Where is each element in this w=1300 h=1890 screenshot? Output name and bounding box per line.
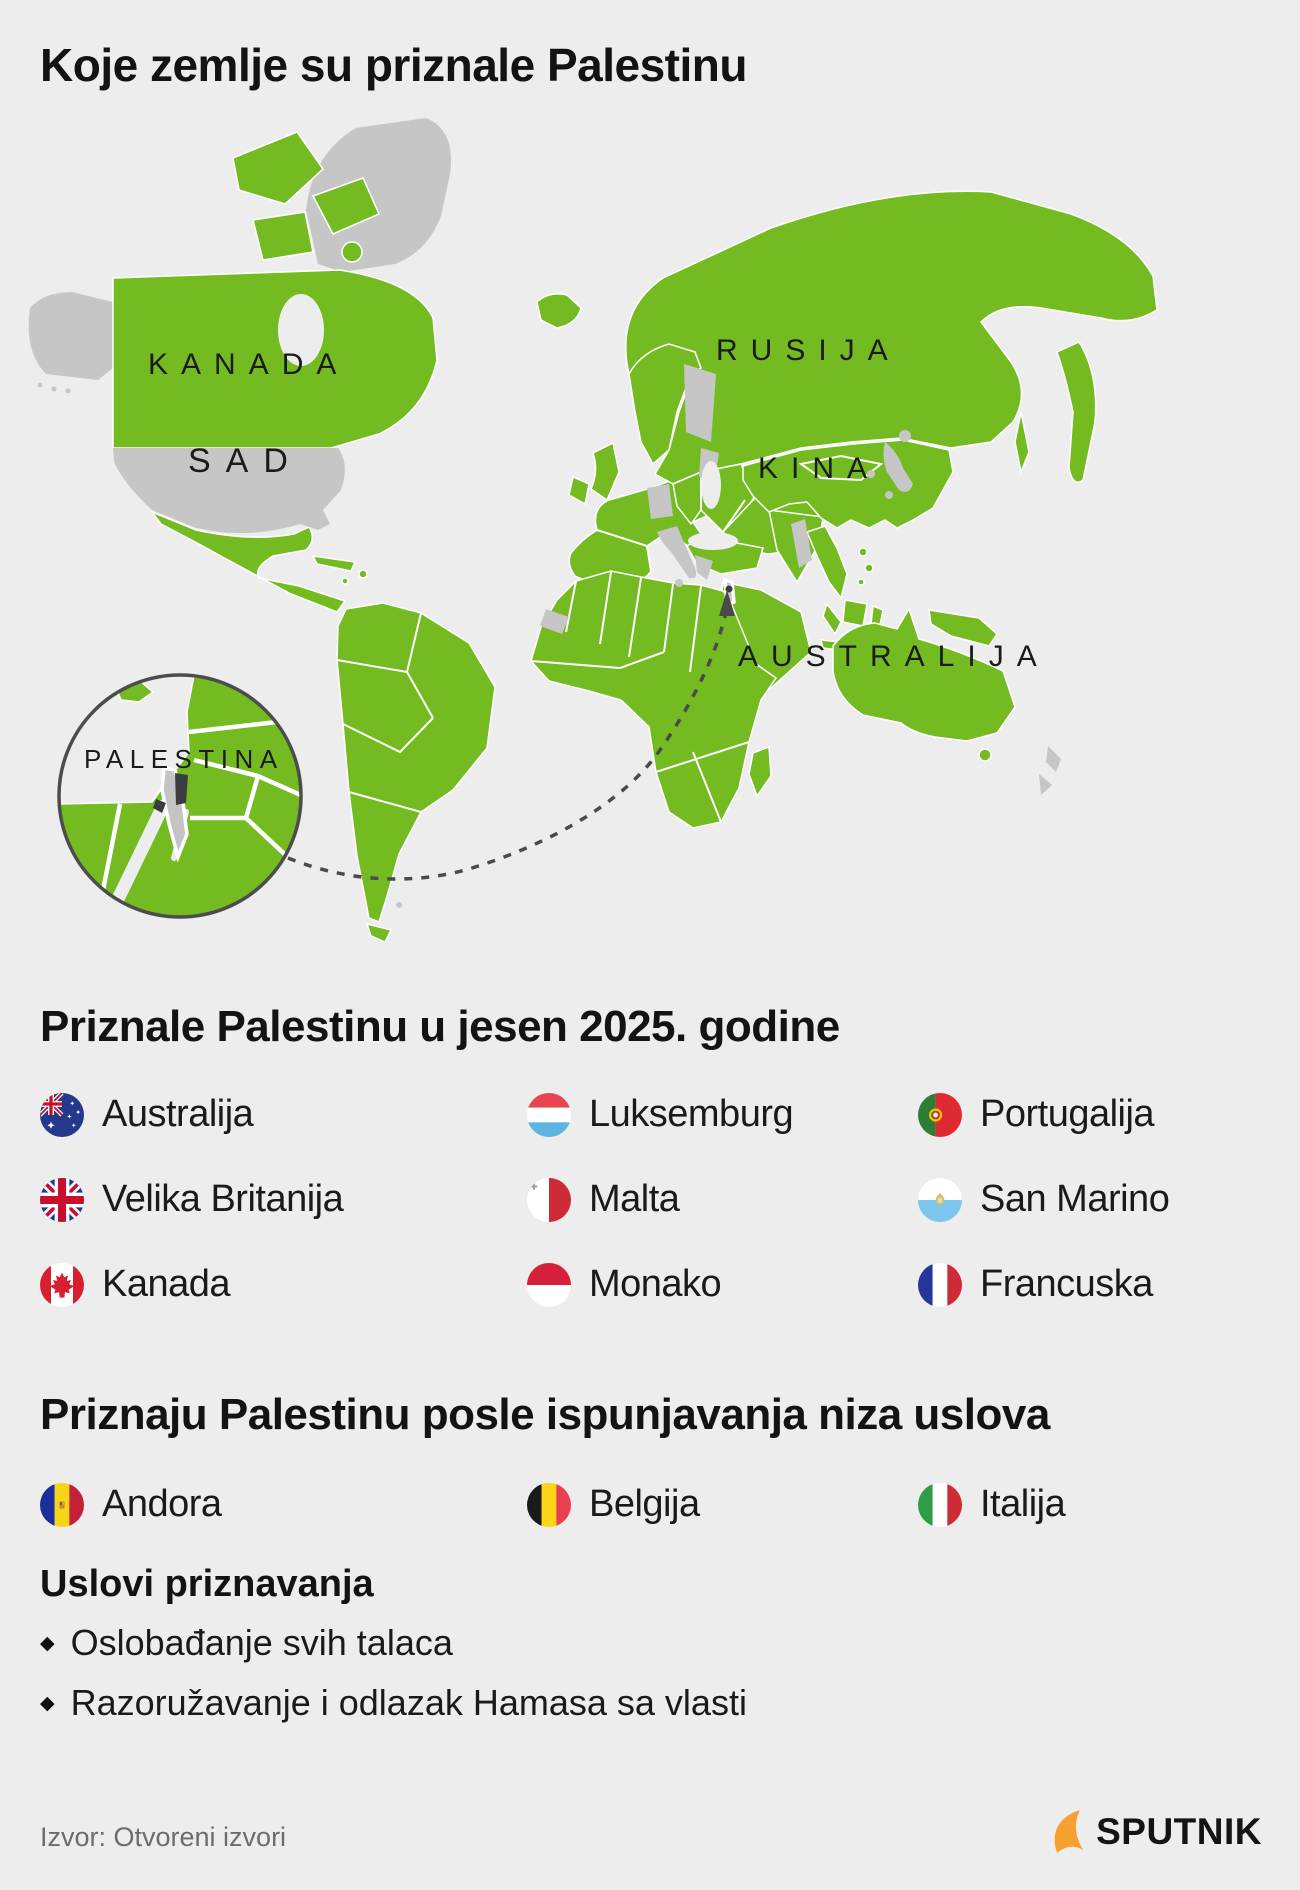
country-label: Malta [589, 1178, 680, 1220]
belgium-flag-icon [527, 1482, 571, 1527]
country-label: Luksemburg [589, 1093, 794, 1135]
country-item-luksemburg: Luksemburg [527, 1072, 918, 1157]
condition-text: Razoružavanje i odlazak Hamasa sa vlasti [70, 1682, 747, 1723]
country-item-portugalija: Portugalija [918, 1072, 1260, 1157]
conditions-heading: Uslovi priznavanja [40, 1563, 374, 1605]
map-label-australija: AUSTRALIJA [738, 640, 1050, 673]
palestine-marker [725, 585, 733, 593]
country-item-san-marino: San Marino [918, 1157, 1260, 1242]
country-label: Francuska [980, 1263, 1153, 1305]
source-text: Izvor: Otvoreni izvori [40, 1822, 287, 1852]
map-label-rusija: RUSIJA [716, 334, 901, 367]
map-label-palestina: PALESTINA [84, 744, 284, 774]
inset-circle-border [57, 673, 303, 919]
country-label: San Marino [980, 1178, 1170, 1220]
map-land-green [112, 131, 1158, 943]
recognized-countries-grid: Australija Luksemburg Portugalija Velika Br… [40, 1072, 1260, 1327]
country-label: Portugalija [980, 1093, 1155, 1135]
country-label: Velika Britanija [102, 1178, 344, 1220]
country-item-andora: Andora [40, 1462, 527, 1547]
sputnik-flame-icon [1054, 1810, 1084, 1853]
country-item-italija: Italija [918, 1462, 1260, 1547]
world-map-svg: PALESTINA KANADA SAD RUSIJA KINA AUSTRAL… [28, 118, 1158, 943]
conditions-list: ◆ Oslobađanje svih talaca ◆ Razoružavanje i… [40, 1622, 747, 1724]
country-item-monako: Monako [527, 1242, 918, 1327]
diamond-bullet-icon: ◆ [40, 1632, 55, 1654]
sputnik-logo: SPUTNIK [1048, 1808, 1262, 1856]
map-label-sad: SAD [188, 442, 303, 480]
country-label: Andora [102, 1483, 222, 1525]
condition-text: Oslobađanje svih talaca [70, 1622, 453, 1663]
diamond-bullet-icon: ◆ [40, 1692, 55, 1714]
condition-item: ◆ Razoružavanje i odlazak Hamasa sa vlast… [40, 1682, 747, 1724]
conditional-countries-grid: Andora Belgija Italija [40, 1462, 1260, 1547]
map-label-kina: KINA [758, 452, 880, 485]
map-gray-patches [113, 294, 1061, 908]
country-label: Italija [980, 1483, 1066, 1525]
uk-flag-icon [40, 1177, 84, 1222]
page-title: Koje zemlje su priznale Palestinu [40, 39, 747, 91]
portugal-flag-icon [918, 1092, 962, 1137]
luxembourg-flag-icon [527, 1092, 571, 1137]
country-item-kanada: Kanada [40, 1242, 527, 1327]
country-label: Belgija [589, 1483, 700, 1525]
country-label: Kanada [102, 1263, 231, 1305]
palestine-inset: PALESTINA [57, 673, 303, 919]
map-label-kanada: KANADA [148, 348, 349, 381]
map-labels: KANADA SAD RUSIJA KINA AUSTRALIJA [148, 334, 1050, 673]
country-item-malta: Malta [527, 1157, 918, 1242]
world-map: PALESTINA KANADA SAD RUSIJA KINA AUSTRAL… [0, 112, 1300, 943]
inset-west-bank [175, 773, 188, 805]
monaco-flag-icon [527, 1262, 571, 1307]
map-land-gray [28, 118, 451, 394]
andorra-flag-icon [40, 1482, 84, 1527]
country-item-francuska: Francuska [918, 1242, 1260, 1327]
country-item-velika-britanija: Velika Britanija [40, 1157, 527, 1242]
inset-gaza [153, 799, 166, 813]
malta-flag-icon [527, 1177, 571, 1222]
country-label: Australija [102, 1093, 254, 1135]
condition-item: ◆ Oslobađanje svih talaca [40, 1622, 747, 1664]
country-item-belgija: Belgija [527, 1462, 918, 1547]
country-borders [336, 454, 884, 823]
brand-name: SPUTNIK [1096, 1811, 1262, 1852]
country-label: Monako [589, 1263, 722, 1305]
italy-flag-icon [918, 1482, 962, 1527]
section-heading-conditional: Priznaju Palestinu posle ispunjavanja ni… [40, 1390, 1050, 1439]
france-flag-icon [918, 1262, 962, 1307]
arrow-icon [719, 590, 735, 616]
section-heading-recognized: Priznale Palestinu u jesen 2025. godine [40, 1002, 840, 1051]
australia-flag-icon [40, 1092, 84, 1137]
inset-connector [287, 590, 735, 881]
country-item-australija: Australija [40, 1072, 527, 1157]
canada-flag-icon [40, 1262, 84, 1307]
san-marino-flag-icon [918, 1177, 962, 1222]
